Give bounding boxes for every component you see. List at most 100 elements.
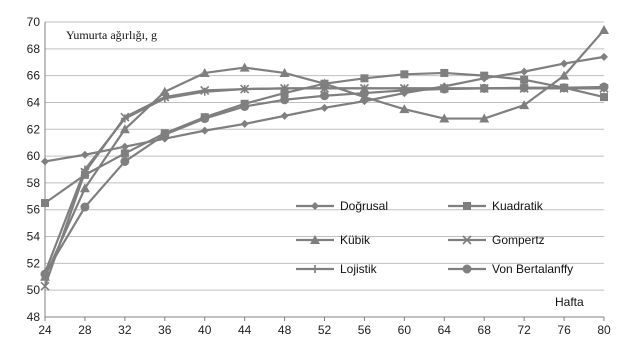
- y-tick-label: 54: [27, 230, 41, 244]
- data-point: [320, 103, 329, 112]
- data-point: [240, 85, 249, 94]
- data-point: [120, 149, 129, 158]
- data-point: [280, 95, 290, 105]
- x-tick-label: 48: [278, 323, 292, 337]
- y-tick-label: 70: [27, 15, 41, 29]
- data-point: [200, 126, 209, 135]
- legend-item: Kuadratik: [448, 199, 544, 213]
- data-point: [80, 202, 90, 212]
- y-tick-label: 60: [27, 149, 41, 163]
- data-point: [479, 113, 490, 123]
- legend-item: Kübik: [296, 233, 371, 247]
- data-point: [279, 67, 290, 77]
- data-point: [560, 59, 569, 68]
- y-tick-label: 48: [27, 310, 41, 324]
- legend-swatch-marker: [311, 202, 319, 210]
- data-point: [79, 183, 90, 193]
- data-point: [119, 124, 130, 134]
- grid-lines: [45, 21, 604, 291]
- x-tick-label: 60: [398, 323, 412, 337]
- legend-item: Gompertz: [448, 233, 545, 247]
- data-point: [519, 100, 530, 110]
- data-point: [559, 83, 569, 93]
- x-tick-label: 28: [78, 323, 92, 337]
- x-tick-label: 52: [318, 323, 332, 337]
- data-point: [599, 25, 609, 35]
- data-point: [200, 114, 210, 124]
- data-point: [320, 84, 329, 93]
- data-point: [40, 281, 50, 291]
- data-point: [120, 114, 129, 123]
- data-point: [600, 93, 608, 102]
- x-tick-label: 56: [358, 323, 372, 337]
- x-axis-title: Hafta: [555, 295, 584, 309]
- series-6: [40, 82, 609, 279]
- data-point: [120, 142, 129, 151]
- x-tick-label: 32: [118, 323, 132, 337]
- data-point: [440, 68, 449, 77]
- series-1: [41, 52, 608, 166]
- data-point: [519, 83, 529, 93]
- data-point: [80, 150, 89, 159]
- data-point: [280, 89, 289, 98]
- legend-label: Von Bertalanffy: [492, 262, 573, 276]
- x-tick-label: 64: [438, 323, 452, 337]
- x-tick-label: 68: [478, 323, 492, 337]
- legend-swatch-marker: [462, 264, 472, 274]
- data-point: [600, 52, 608, 61]
- x-tick-labels: 24 28 32 36 40 44 48 52 56 60 64 68 72 76 80: [38, 323, 611, 337]
- data-point: [559, 70, 570, 80]
- data-point: [280, 111, 289, 120]
- y-tick-label: 62: [27, 122, 41, 136]
- data-point: [439, 113, 450, 123]
- legend-label: Lojistik: [340, 262, 378, 276]
- x-tick-label: 24: [38, 323, 52, 337]
- data-point: [400, 70, 409, 79]
- x-tick-label: 36: [158, 323, 172, 337]
- data-point: [199, 67, 210, 77]
- legend-label: Doğrusal: [340, 199, 388, 213]
- legend-item: Lojistik: [296, 262, 378, 276]
- data-point: [240, 101, 250, 111]
- data-point: [240, 119, 249, 128]
- legend: Doğrusal Kuadratik Kübik Gompertz Lojistik Vo…: [296, 199, 573, 276]
- series-3: [40, 25, 609, 281]
- data-point: [280, 84, 289, 93]
- data-point: [399, 104, 410, 114]
- legend-swatch-marker: [462, 235, 472, 245]
- data-point: [479, 83, 489, 93]
- y-tick-label: 56: [27, 203, 41, 217]
- data-point: [320, 91, 329, 101]
- x-tick-label: 44: [238, 323, 252, 337]
- x-tick-label: 72: [517, 323, 531, 337]
- legend-item: Von Bertalanffy: [448, 262, 573, 276]
- legend-swatch-marker: [463, 202, 471, 210]
- x-tick-label: 40: [198, 323, 212, 337]
- data-point: [41, 157, 49, 166]
- data-point: [160, 94, 169, 103]
- data-point: [40, 269, 50, 279]
- x-tick-label: 76: [557, 323, 571, 337]
- series-group: [40, 25, 609, 291]
- y-tick-label: 68: [27, 42, 41, 56]
- y-axis-title: Yumurta ağırlığı, g: [66, 28, 157, 42]
- data-point: [439, 84, 449, 94]
- x-tick-label: 80: [597, 323, 611, 337]
- data-point: [599, 82, 609, 92]
- data-point: [41, 199, 49, 208]
- data-point: [80, 165, 89, 174]
- data-point: [160, 130, 170, 140]
- y-tick-label: 58: [27, 176, 41, 190]
- data-point: [399, 85, 409, 95]
- data-point: [359, 88, 369, 98]
- legend-label: Gompertz: [492, 233, 545, 247]
- data-point: [520, 75, 529, 84]
- y-tick-label: 66: [27, 69, 41, 83]
- data-point: [480, 71, 489, 80]
- y-tick-labels: 48 50 52 54 56 58 60 62 64 66 68 70: [27, 15, 41, 324]
- y-tick-label: 52: [27, 256, 41, 270]
- legend-label: Kuadratik: [492, 199, 544, 213]
- data-point: [360, 74, 369, 83]
